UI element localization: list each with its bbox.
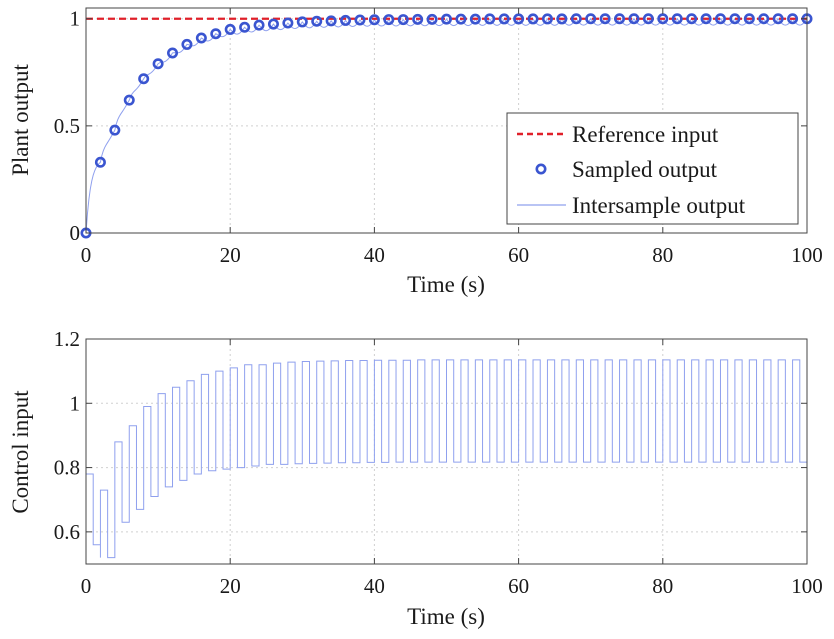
sampled-output-point <box>397 14 409 26</box>
ticks <box>85 338 808 564</box>
y-tick-labels: 00.51 <box>54 7 80 245</box>
sampled-output-point <box>195 32 207 44</box>
axes-frame <box>85 338 808 565</box>
sampled-output-point <box>253 19 265 31</box>
sampled-output-point <box>152 58 164 70</box>
sampled-output-point <box>686 13 698 25</box>
sampled-output-point <box>383 14 395 26</box>
x-tick-labels: 0 20 40 60 80 100 <box>81 243 823 267</box>
x-tick-label: 40 <box>364 574 385 598</box>
sampled-output-point <box>700 13 712 25</box>
sampled-output-point <box>311 15 323 27</box>
sampled-output-point <box>628 13 640 25</box>
sampled-output-point <box>340 14 352 26</box>
y-axis-label: Control input <box>8 390 33 514</box>
sampled-output-point <box>614 13 626 25</box>
y-tick-labels: 0.6 0.8 1 1.2 <box>54 327 80 544</box>
x-tick-label: 80 <box>652 574 673 598</box>
sampled-output-point <box>138 73 150 85</box>
sampled-output-point <box>787 13 799 25</box>
control-input-panel: 0 20 40 60 80 100 0.6 0.8 1 1.2 Time (s) Control… <box>8 327 823 629</box>
sampled-output-point <box>440 13 452 25</box>
sampled-output-point <box>484 13 496 25</box>
y-tick-label: 0 <box>70 221 81 245</box>
sampled-output-point <box>570 13 582 25</box>
sampled-output-point <box>296 16 308 28</box>
legend-swatch-sampled <box>535 163 547 175</box>
sampled-output-point <box>181 38 193 50</box>
sampled-output-point <box>325 15 337 27</box>
sampled-output-point <box>729 13 741 25</box>
y-tick-label: 1.2 <box>54 327 80 351</box>
sampled-output-point <box>743 13 755 25</box>
x-tick-label: 80 <box>652 243 673 267</box>
ticks <box>85 8 808 234</box>
x-tick-label: 0 <box>81 243 92 267</box>
series-layer <box>80 13 813 239</box>
sampled-output-point <box>368 14 380 26</box>
legend-label-reference: Reference input <box>572 122 719 147</box>
y-tick-label: 0.6 <box>54 520 80 544</box>
x-axis-label: Time (s) <box>407 604 485 629</box>
x-tick-label: 60 <box>508 243 529 267</box>
control-input-line <box>85 359 807 559</box>
axes-frame <box>85 7 808 234</box>
sampled-output-point <box>498 13 510 25</box>
sampled-output-point <box>109 124 121 136</box>
sampled-output-point <box>239 21 251 33</box>
sampled-output-point <box>556 13 568 25</box>
sampled-output-point <box>671 13 683 25</box>
y-axis-label: Plant output <box>8 63 33 175</box>
x-tick-label: 60 <box>508 574 529 598</box>
sampled-output-point <box>513 13 525 25</box>
y-tick-label: 1 <box>70 391 81 415</box>
x-tick-label: 100 <box>791 574 823 598</box>
sampled-output-point <box>657 13 669 25</box>
sampled-output-point <box>412 13 424 25</box>
sampled-output-point <box>123 94 135 106</box>
x-tick-label: 0 <box>81 574 92 598</box>
sampled-output-point <box>282 17 294 29</box>
x-tick-labels: 0 20 40 60 80 100 <box>81 574 823 598</box>
sampled-output-point <box>585 13 597 25</box>
x-tick-label: 20 <box>220 574 241 598</box>
sampled-output-point <box>224 23 236 35</box>
sampled-output-point <box>426 13 438 25</box>
x-tick-label: 40 <box>364 243 385 267</box>
sampled-output-point <box>714 13 726 25</box>
sampled-output-point <box>210 28 222 40</box>
sampled-output-point <box>599 13 611 25</box>
sampled-output-point <box>469 13 481 25</box>
sampled-output-point <box>267 18 279 30</box>
y-tick-label: 0.5 <box>54 114 80 138</box>
x-tick-label: 100 <box>791 243 823 267</box>
series-layer <box>85 359 807 559</box>
sampled-output-point <box>167 47 179 59</box>
y-tick-label: 0.8 <box>54 456 80 480</box>
sampled-output-point <box>772 13 784 25</box>
plant-output-panel: 0 20 40 60 80 100 00.51 Time (s) Plant output… <box>8 7 823 297</box>
legend-label-intersample: Intersample output <box>572 193 746 218</box>
sampled-output-point <box>354 14 366 26</box>
sampled-output-point <box>541 13 553 25</box>
sampled-output-point <box>455 13 467 25</box>
sampled-output-point <box>94 156 106 168</box>
sampled-output-point <box>642 13 654 25</box>
x-tick-label: 20 <box>220 243 241 267</box>
sampled-output-point <box>527 13 539 25</box>
legend: Reference input Sampled output Intersamp… <box>506 112 799 225</box>
legend-label-sampled: Sampled output <box>572 157 718 182</box>
x-axis-label: Time (s) <box>407 272 485 297</box>
sampled-output-point <box>758 13 770 25</box>
y-tick-label: 1 <box>70 7 81 31</box>
